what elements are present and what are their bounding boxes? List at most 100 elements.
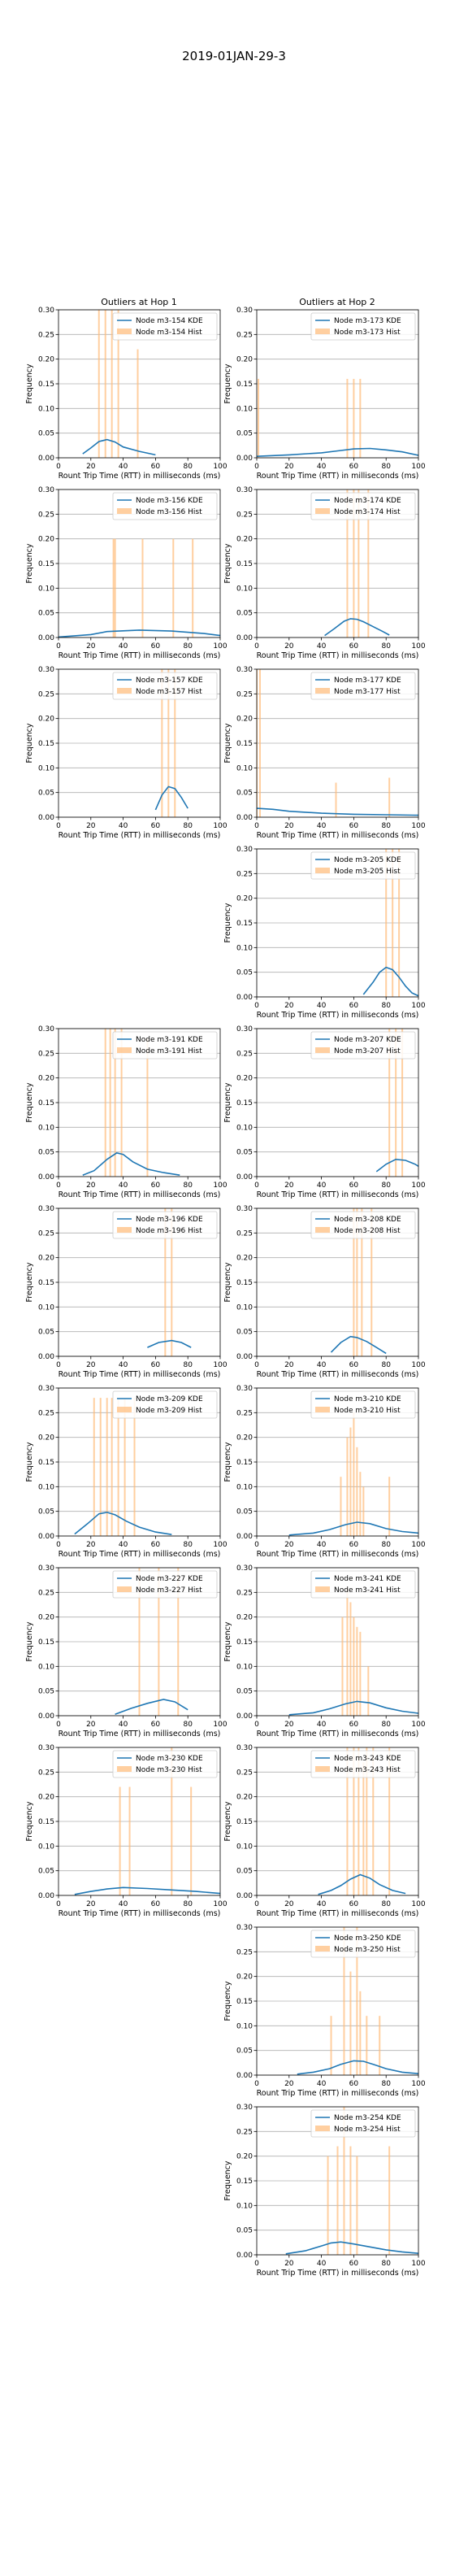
- legend-box: [112, 1750, 218, 1778]
- hist-bar: [346, 1437, 349, 1536]
- y-tick-label: 0.25: [236, 1229, 253, 1238]
- legend-hist-label: Node m3-241 Hist: [334, 1586, 401, 1595]
- x-tick-label: 0: [254, 1361, 259, 1369]
- hist-bars: [385, 849, 401, 997]
- y-tick-label: 0.00: [38, 814, 54, 822]
- hist-bars: [98, 310, 139, 458]
- y-tick-label: 0.00: [236, 2252, 253, 2260]
- x-tick-label: 20: [284, 463, 294, 471]
- y-tick-label: 0.00: [236, 2072, 253, 2080]
- x-tick-label: 40: [317, 2080, 327, 2088]
- hist-bar: [362, 1486, 365, 1536]
- column-title-hop-2: Outliers at Hop 2: [299, 297, 375, 307]
- legend: Node m3-157 KDE Node m3-157 Hist: [112, 672, 218, 700]
- y-axis-label: Frequency: [25, 1621, 34, 1661]
- y-tick-label: 0.10: [236, 1843, 253, 1851]
- hist-bar: [104, 310, 106, 458]
- hist-bars: [388, 1029, 404, 1177]
- legend: Node m3-254 KDE Node m3-254 Hist: [310, 2109, 416, 2138]
- y-tick-label: 0.30: [236, 1924, 253, 1932]
- legend: Node m3-177 KDE Node m3-177 Hist: [310, 672, 416, 700]
- x-tick-label: 20: [284, 1181, 294, 1190]
- hist-bar: [349, 2146, 352, 2255]
- hist-bars: [112, 538, 194, 637]
- legend-box: [310, 1570, 416, 1599]
- y-tick-label: 0.25: [236, 690, 253, 698]
- x-tick-label: 60: [349, 642, 359, 651]
- subplot-m3-241: 0 20 40 60 80 100 0.00 0.05 0.10 0.15 0.20 0.25 0.30…: [223, 1564, 426, 1738]
- y-axis-label: Frequency: [25, 1442, 34, 1482]
- y-tick-label: 0.05: [236, 1868, 253, 1876]
- legend: Node m3-191 KDE Node m3-191 Hist: [112, 1031, 218, 1060]
- y-tick-label: 0.25: [236, 1409, 253, 1417]
- x-tick-label: 0: [254, 2080, 259, 2088]
- hist-bar: [366, 1747, 368, 1895]
- x-tick-label: 40: [119, 463, 128, 471]
- y-tick-label: 0.05: [38, 1868, 54, 1876]
- x-tick-label: 80: [183, 1541, 193, 1549]
- hist-bar: [138, 1568, 141, 1716]
- x-tick-label: 0: [254, 1002, 259, 1010]
- legend-box: [112, 1390, 218, 1419]
- subplot-m3-177: 0 20 40 60 80 100 0.00 0.05 0.10 0.15 0.20 0.25 0.30…: [223, 666, 426, 840]
- x-axis-label: Rount Trip Time (RTT) in milliseconds (m…: [58, 472, 221, 481]
- x-tick-label: 20: [284, 1361, 294, 1369]
- y-tick-label: 0.05: [236, 1508, 253, 1516]
- y-tick-label: 0.05: [236, 1329, 253, 1337]
- x-axis-label: Rount Trip Time (RTT) in milliseconds (m…: [257, 1550, 419, 1559]
- hist-bar: [136, 349, 139, 458]
- y-tick-label: 0.15: [236, 1279, 253, 1287]
- hist-bar: [358, 490, 360, 637]
- legend: Node m3-196 KDE Node m3-196 Hist: [112, 1211, 218, 1239]
- y-tick-label: 0.25: [236, 2128, 253, 2136]
- y-tick-label: 0.10: [38, 1483, 54, 1491]
- y-tick-label: 0.25: [38, 1589, 54, 1597]
- y-tick-label: 0.15: [236, 1459, 253, 1467]
- x-tick-label: 100: [411, 1721, 425, 1729]
- legend-hist-swatch: [315, 2126, 330, 2131]
- x-tick-label: 20: [284, 1002, 294, 1010]
- hist-bar: [161, 669, 163, 817]
- y-tick-label: 0.15: [236, 2178, 253, 2186]
- legend: Node m3-250 KDE Node m3-250 Hist: [310, 1930, 416, 1958]
- legend-box: [310, 1930, 416, 1958]
- legend-box: [112, 1570, 218, 1599]
- hist-bar: [346, 378, 349, 458]
- x-tick-label: 100: [411, 1900, 425, 1908]
- hist-bar: [349, 1971, 352, 2075]
- y-tick-label: 0.05: [38, 1688, 54, 1696]
- y-axis-label: Frequency: [223, 1262, 232, 1302]
- kde-line: [154, 785, 188, 811]
- legend: Node m3-156 KDE Node m3-156 Hist: [112, 492, 218, 520]
- hist-bar: [119, 1786, 121, 1895]
- kde-line: [362, 966, 418, 997]
- legend-kde-label: Node m3-243 KDE: [334, 1755, 401, 1763]
- hist-bar: [398, 849, 401, 997]
- x-axis-label: Rount Trip Time (RTT) in milliseconds (m…: [257, 1730, 419, 1738]
- hist-bar: [379, 2016, 381, 2075]
- legend-hist-label: Node m3-230 Hist: [136, 1766, 202, 1774]
- y-tick-label: 0.15: [38, 1099, 54, 1107]
- x-tick-label: 60: [151, 1900, 161, 1908]
- x-tick-label: 0: [254, 822, 259, 830]
- y-tick-label: 0.15: [38, 1638, 54, 1647]
- subplot-m3-208: 0 20 40 60 80 100 0.00 0.05 0.10 0.15 0.20 0.25 0.30…: [223, 1205, 426, 1379]
- hist-bars: [161, 669, 176, 817]
- y-tick-label: 0.00: [236, 455, 253, 463]
- y-tick-label: 0.15: [236, 1818, 253, 1826]
- y-tick-label: 0.10: [38, 405, 54, 413]
- x-tick-label: 80: [381, 822, 391, 830]
- hist-bar: [257, 669, 258, 817]
- x-tick-label: 60: [349, 822, 359, 830]
- x-axis-label: Rount Trip Time (RTT) in milliseconds (m…: [58, 1190, 221, 1199]
- x-tick-label: 40: [317, 642, 327, 651]
- hist-bars: [346, 1747, 391, 1895]
- x-tick-label: 20: [86, 463, 96, 471]
- x-tick-label: 80: [381, 642, 391, 651]
- legend-box: [310, 851, 416, 880]
- y-tick-label: 0.20: [38, 1434, 54, 1442]
- hist-bar: [359, 1631, 362, 1716]
- y-tick-label: 0.30: [236, 1205, 253, 1213]
- legend-hist-label: Node m3-209 Hist: [136, 1407, 202, 1415]
- x-axis-label: Rount Trip Time (RTT) in milliseconds (m…: [257, 1190, 419, 1199]
